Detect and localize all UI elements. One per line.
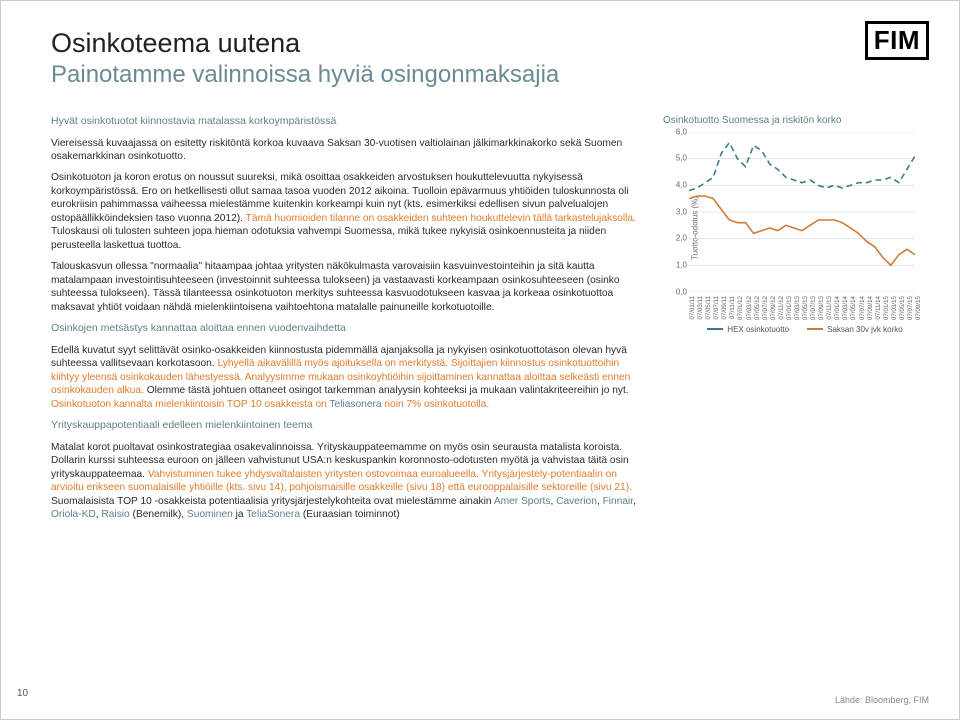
chart-legend: HEX osinkotuotto Saksan 30v jvk korko <box>689 325 921 334</box>
lead-heading: Hyvät osinkotuotot kiinnostavia matalass… <box>51 115 649 129</box>
chart-title: Osinkotuotto Suomessa ja riskitön korko <box>663 115 925 126</box>
company: Caverion <box>556 496 597 507</box>
page-number: 10 <box>17 688 28 699</box>
section-heading: Yrityskauppapotentiaali edelleen mielenk… <box>51 419 649 433</box>
page-subtitle: Painotamme valinnoissa hyviä osingonmaks… <box>51 61 925 89</box>
content-columns: Hyvät osinkotuotot kiinnostavia matalass… <box>51 115 925 530</box>
company: Amer Sports <box>494 496 551 507</box>
legend-item: Saksan 30v jvk korko <box>807 325 903 334</box>
company: Finnair <box>603 496 634 507</box>
line-chart: Tuotto-odotus (%) HEX osinkotuotto Saksa… <box>663 132 921 324</box>
chart-plot <box>689 132 915 292</box>
paragraph: Matalat korot puoltavat osinkostrategiaa… <box>51 441 649 522</box>
company: Teliasonera <box>329 399 381 410</box>
paragraph: Viereisessä kuvaajassa on esitetty riski… <box>51 137 649 164</box>
highlight: Tämä huomioiden tilanne on osakkeiden su… <box>246 213 636 224</box>
page-title: Osinkoteema uutena <box>51 29 925 59</box>
section-heading: Osinkojen metsästys kannattaa aloittaa e… <box>51 322 649 336</box>
highlight: Osinkotuoton kannalta mielenkiintoisin T… <box>51 399 329 410</box>
company: Raisio <box>101 509 129 520</box>
company: Suominen <box>187 509 233 520</box>
legend-item: HEX osinkotuotto <box>707 325 789 334</box>
body-text: Hyvät osinkotuotot kiinnostavia matalass… <box>51 115 649 530</box>
slide: 10 FIM Osinkoteema uutena Painotamme val… <box>0 0 960 720</box>
company: Oriola-KD <box>51 509 96 520</box>
paragraph: Osinkotuoton ja koron erotus on noussut … <box>51 171 649 252</box>
paragraph: Edellä kuvatut syyt selittävät osinko-os… <box>51 344 649 411</box>
source-label: Lähde: Bloomberg, FIM <box>835 695 929 705</box>
company: TeliaSonera <box>246 509 300 520</box>
chart-panel: Osinkotuotto Suomessa ja riskitön korko … <box>663 115 925 530</box>
brand-logo: FIM <box>865 21 929 60</box>
paragraph: Talouskasvun ollessa "normaalia" hitaamp… <box>51 260 649 314</box>
